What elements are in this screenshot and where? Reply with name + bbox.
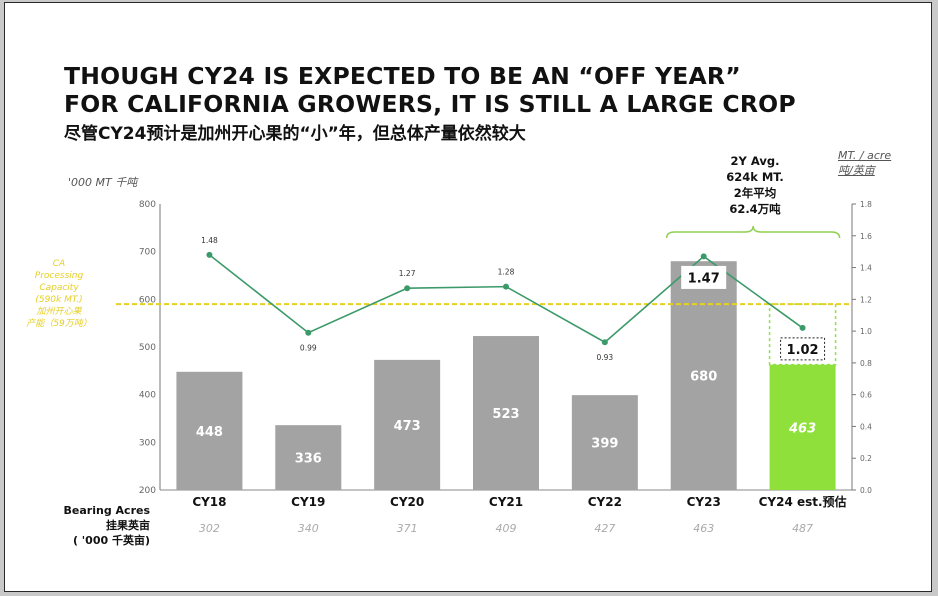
yield-point	[503, 283, 509, 290]
bearing-acres-title: Bearing Acres 挂果英亩 ( '000 千英亩)	[40, 503, 150, 548]
avg-note-line: 624k MT.	[726, 170, 784, 184]
title-chinese: 尽管CY24预计是加州开心果的“小”年，但总体产量依然较大	[64, 124, 526, 144]
left-axis-tick-label: 600	[139, 295, 156, 305]
title-line-1: THOUGH CY24 IS EXPECTED TO BE AN “OFF YE…	[64, 62, 741, 90]
left-axis-tick-label: 300	[139, 438, 156, 448]
bar	[670, 261, 737, 490]
bar-highlight-dashed-outline	[768, 303, 837, 366]
yield-value-label: 0.99	[300, 344, 317, 353]
bearing-acres-title-line: 挂果英亩	[106, 519, 150, 532]
bar-value-label: 448	[196, 425, 223, 440]
left-axis-tick-label: 800	[139, 200, 156, 210]
bar	[374, 359, 441, 490]
left-axis-tick-label: 500	[139, 343, 156, 353]
capacity-note-line: 加州开心果	[36, 307, 82, 317]
bar-value-label: 463	[788, 421, 816, 436]
average-bracket	[665, 225, 841, 239]
right-axis-tick-label: 1.0	[860, 327, 872, 336]
right-axis-tick-label: 1.2	[860, 295, 872, 304]
bar-value-label: 336	[295, 452, 322, 467]
left-axis-unit: '000 MT 千吨	[68, 176, 138, 189]
left-axis-tick-label: 200	[139, 486, 156, 496]
yield-point	[799, 324, 806, 331]
bearing-acres-value: 487	[792, 522, 813, 535]
yield-point	[404, 285, 411, 292]
capacity-note-line: Processing	[34, 271, 84, 281]
avg-note-line: 2Y Avg.	[730, 154, 780, 168]
capacity-note-line: 产能（59万吨）	[26, 319, 92, 329]
right-axis-unit-cn: 吨/英亩	[838, 164, 875, 177]
category-label: CY23	[687, 495, 721, 509]
right-axis-tick-label: 0.2	[860, 454, 872, 463]
yield-value-label: 1.28	[498, 268, 515, 277]
category-label: CY24 est.预估	[759, 494, 847, 509]
avg-note-line: 2年平均	[733, 186, 777, 200]
bar-value-label: 473	[394, 419, 421, 434]
yield-value-label: 1.02	[787, 343, 819, 358]
yield-label-box	[681, 265, 727, 289]
processing-capacity-note: CA Processing Capacity (590k MT.) 加州开心果 …	[4, 258, 114, 330]
yield-point	[700, 253, 707, 260]
right-axis-tick-label: 0.6	[860, 391, 872, 400]
bearing-acres-value: 340	[298, 522, 319, 535]
bar-value-label: 399	[591, 437, 618, 452]
bearing-acres-value: 302	[199, 522, 220, 535]
title-english: THOUGH CY24 IS EXPECTED TO BE AN “OFF YE…	[64, 62, 884, 118]
category-label: CY22	[588, 495, 622, 509]
right-axis-unit-en: MT. / acre	[838, 149, 892, 162]
bar	[275, 425, 342, 490]
bearing-acres-value: 427	[594, 522, 615, 535]
bearing-acres-value: 371	[397, 522, 418, 535]
yield-label-box	[780, 337, 826, 361]
yield-value-label: 1.27	[399, 269, 416, 278]
right-axis-tick-label: 0.4	[860, 422, 872, 431]
yield-point	[305, 329, 312, 336]
category-label: CY19	[291, 495, 325, 509]
category-label: CY18	[192, 495, 226, 509]
bar-value-label: 523	[492, 407, 519, 422]
right-axis-tick-label: 1.6	[860, 232, 872, 241]
two-year-average-note: 2Y Avg. 624k MT. 2年平均 62.4万吨	[705, 153, 805, 217]
bar-highlighted	[769, 364, 836, 490]
yield-point	[601, 339, 608, 346]
right-axis-tick-label: 0.0	[860, 486, 872, 495]
bearing-acres-value: 409	[496, 522, 517, 535]
capacity-note-line: Capacity	[39, 283, 79, 293]
right-axis-unit: MT. / acre 吨/英亩	[838, 148, 928, 178]
avg-note-line: 62.4万吨	[729, 202, 781, 216]
right-axis-tick-label: 0.8	[860, 359, 872, 368]
right-axis-tick-label: 1.4	[860, 264, 872, 273]
left-axis-tick-label: 400	[139, 391, 156, 401]
category-label: CY21	[489, 495, 523, 509]
right-axis-tick-label: 1.8	[860, 200, 872, 209]
yield-value-label: 1.47	[688, 271, 720, 286]
bearing-acres-value: 463	[693, 522, 714, 535]
slide-frame	[4, 2, 932, 592]
bar-value-label: 680	[690, 370, 717, 385]
yield-value-label: 0.93	[597, 353, 614, 362]
bar	[176, 371, 243, 490]
bearing-acres-title-line: ( '000 千英亩)	[72, 534, 150, 547]
yield-value-label: 1.48	[201, 236, 218, 245]
capacity-note-line: CA	[52, 259, 66, 269]
title-line-2: FOR CALIFORNIA GROWERS, IT IS STILL A LA…	[64, 90, 796, 118]
bearing-acres-title-line: Bearing Acres	[63, 504, 150, 517]
bar	[473, 336, 539, 490]
category-label: CY20	[390, 495, 424, 509]
bar	[571, 395, 638, 490]
capacity-note-line: (590k MT.)	[35, 295, 83, 305]
left-axis-tick-label: 700	[139, 248, 156, 258]
yield-point	[206, 251, 213, 258]
